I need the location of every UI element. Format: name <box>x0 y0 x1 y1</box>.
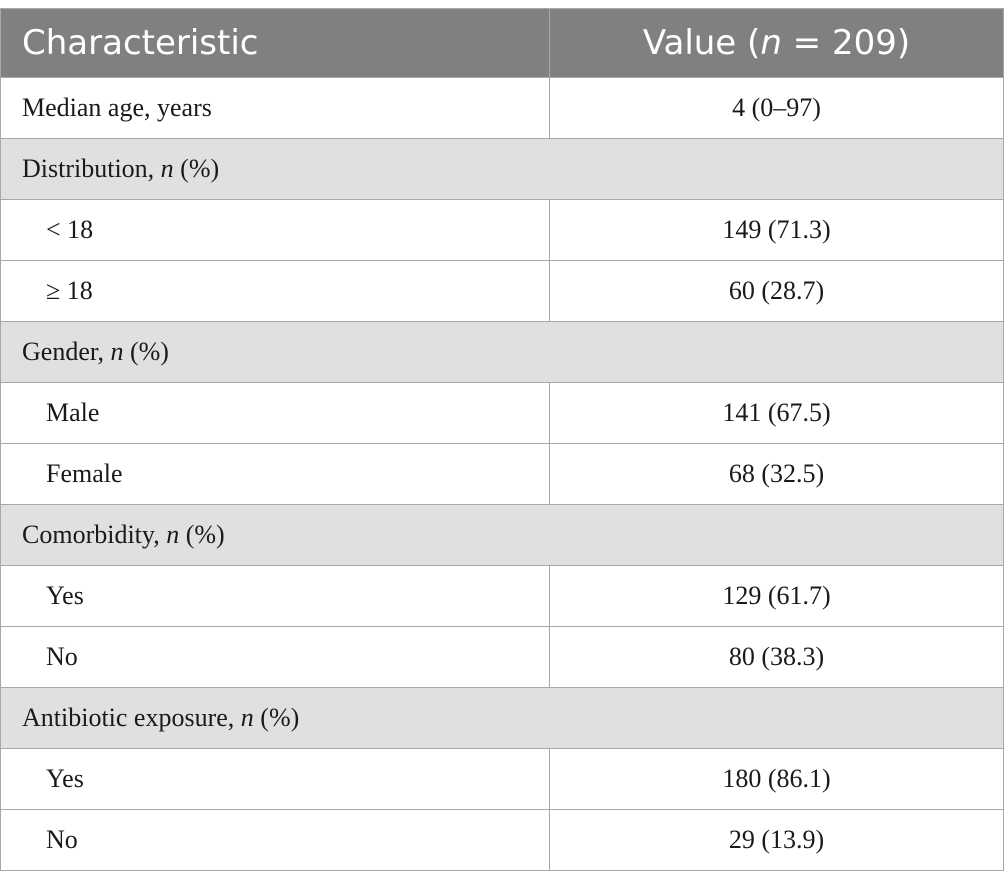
table-row: Yes 180 (86.1) <box>0 748 1004 810</box>
row-label: < 18 <box>0 199 550 261</box>
group-label: Comorbidity, n (%) <box>0 504 1004 566</box>
group-label: Gender, n (%) <box>0 321 1004 383</box>
header-value: Value (n = 209) <box>549 8 1004 78</box>
table-row: No 80 (38.3) <box>0 626 1004 688</box>
table-header-row: Characteristic Value (n = 209) <box>0 8 1004 78</box>
table-row: Male 141 (67.5) <box>0 382 1004 444</box>
row-label: Median age, years <box>0 77 550 139</box>
row-label: Yes <box>0 748 550 810</box>
row-value: 80 (38.3) <box>549 626 1004 688</box>
group-row: Distribution, n (%) <box>0 138 1004 200</box>
row-value: 4 (0–97) <box>549 77 1004 139</box>
row-value: 68 (32.5) <box>549 443 1004 505</box>
table-row: No 29 (13.9) <box>0 809 1004 871</box>
group-row: Antibiotic exposure, n (%) <box>0 687 1004 749</box>
table-row: < 18 149 (71.3) <box>0 199 1004 261</box>
table-row: Median age, years 4 (0–97) <box>0 77 1004 139</box>
row-label: Male <box>0 382 550 444</box>
table-row: Female 68 (32.5) <box>0 443 1004 505</box>
row-value: 180 (86.1) <box>549 748 1004 810</box>
table-row: ≥ 18 60 (28.7) <box>0 260 1004 322</box>
characteristics-table: Characteristic Value (n = 209) Median ag… <box>0 8 1004 871</box>
group-row: Comorbidity, n (%) <box>0 504 1004 566</box>
row-value: 141 (67.5) <box>549 382 1004 444</box>
group-label: Antibiotic exposure, n (%) <box>0 687 1004 749</box>
row-label: No <box>0 809 550 871</box>
row-value: 29 (13.9) <box>549 809 1004 871</box>
row-value: 129 (61.7) <box>549 565 1004 627</box>
row-value: 149 (71.3) <box>549 199 1004 261</box>
group-label: Distribution, n (%) <box>0 138 1004 200</box>
table-row: Yes 129 (61.7) <box>0 565 1004 627</box>
header-characteristic: Characteristic <box>0 8 550 78</box>
group-row: Gender, n (%) <box>0 321 1004 383</box>
row-value: 60 (28.7) <box>549 260 1004 322</box>
row-label: Female <box>0 443 550 505</box>
row-label: Yes <box>0 565 550 627</box>
row-label: ≥ 18 <box>0 260 550 322</box>
row-label: No <box>0 626 550 688</box>
